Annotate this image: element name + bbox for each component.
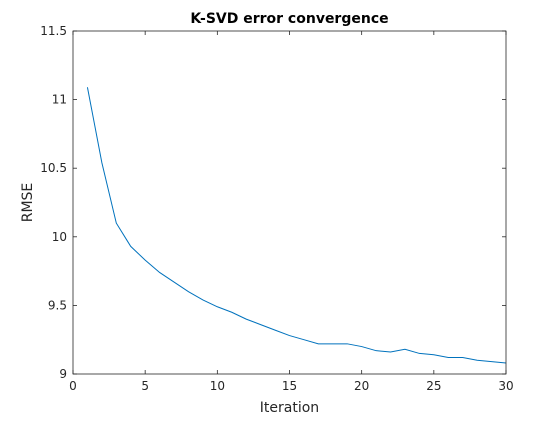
y-tick-label: 9 (59, 367, 67, 381)
x-axis-label: Iteration (260, 400, 319, 416)
x-tick-label: 20 (354, 379, 369, 393)
x-tick-label: 15 (282, 379, 297, 393)
x-tick-label: 30 (498, 379, 513, 393)
y-axis-label: RMSE (20, 183, 36, 223)
y-tick-label: 10.5 (40, 161, 67, 175)
x-tick-label: 5 (141, 379, 149, 393)
axes-box (72, 30, 507, 375)
y-tick-label: 11 (52, 93, 67, 107)
plot-area (73, 31, 506, 374)
x-tick-label: 10 (210, 379, 225, 393)
x-tick-label: 0 (69, 379, 77, 393)
y-tick-label: 10 (52, 230, 67, 244)
y-tick-label: 9.5 (48, 298, 67, 312)
ticks-layer: 0 5 10 15 20 25 30 9 9.5 10 10.5 11 11.5 (40, 24, 513, 393)
x-tick-label: 25 (426, 379, 441, 393)
y-tick-label: 11.5 (40, 24, 67, 38)
chart-title: K-SVD error convergence (190, 11, 388, 27)
rmse-series-line (86, 87, 507, 364)
